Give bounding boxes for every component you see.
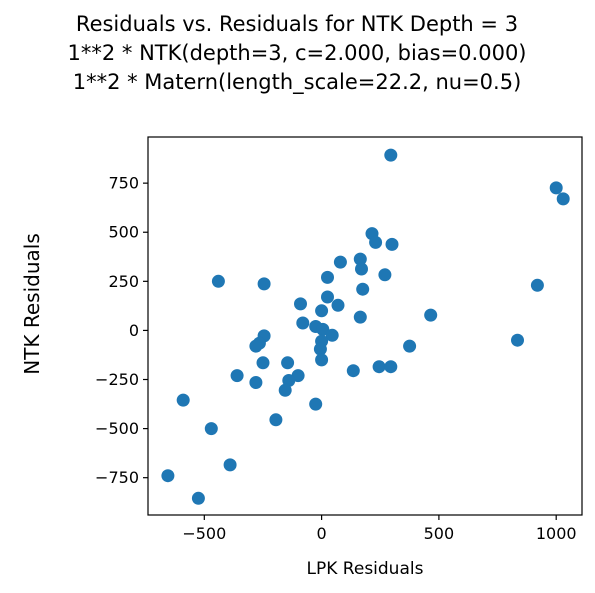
data-point-19 — [424, 309, 437, 322]
data-point-2 — [557, 192, 570, 205]
data-point-5 — [386, 238, 399, 251]
chart-title-line-2: 1**2 * NTK(depth=3, c=2.000, bias=0.000) — [68, 41, 527, 65]
data-point-49 — [192, 492, 205, 505]
data-point-10 — [321, 271, 334, 284]
data-point-11 — [212, 275, 225, 288]
x-tick-label-1: 0 — [317, 524, 327, 543]
data-point-44 — [309, 398, 322, 411]
y-tick-label-0: −750 — [95, 468, 139, 487]
data-point-8 — [355, 263, 368, 276]
chart-title-line-1: Residuals vs. Residuals for NTK Depth = … — [76, 12, 518, 36]
data-point-21 — [296, 317, 309, 330]
data-point-43 — [177, 394, 190, 407]
data-point-30 — [403, 340, 416, 353]
data-point-17 — [332, 299, 345, 312]
y-tick-label-6: 750 — [108, 174, 139, 193]
data-point-15 — [321, 291, 334, 304]
data-point-38 — [231, 369, 244, 382]
data-point-26 — [511, 334, 524, 347]
data-point-45 — [269, 413, 282, 426]
y-tick-label-5: 500 — [108, 223, 139, 242]
data-point-4 — [369, 236, 382, 249]
data-point-29 — [249, 340, 262, 353]
data-point-7 — [334, 256, 347, 269]
y-tick-label-1: −500 — [95, 419, 139, 438]
data-point-36 — [384, 360, 397, 373]
data-point-46 — [205, 422, 218, 435]
y-tick-label-4: 250 — [108, 272, 139, 291]
data-point-16 — [294, 297, 307, 310]
data-point-42 — [279, 384, 292, 397]
data-point-18 — [315, 304, 328, 317]
data-point-9 — [378, 268, 391, 281]
chart-title-line-3: 1**2 * Matern(length_scale=22.2, nu=0.5) — [73, 70, 522, 95]
data-point-13 — [531, 279, 544, 292]
y-tick-label-2: −250 — [95, 370, 139, 389]
data-point-37 — [347, 364, 360, 377]
data-point-47 — [224, 458, 237, 471]
data-point-48 — [161, 469, 174, 482]
data-point-35 — [373, 360, 386, 373]
y-tick-label-3: 0 — [129, 321, 139, 340]
data-point-32 — [315, 353, 328, 366]
data-point-33 — [257, 356, 270, 369]
data-point-0 — [384, 149, 397, 162]
x-tick-label-3: 1000 — [536, 524, 577, 543]
x-axis-label: LPK Residuals — [307, 559, 424, 579]
data-point-20 — [354, 311, 367, 324]
data-point-12 — [258, 277, 271, 290]
x-tick-label-0: −500 — [182, 524, 226, 543]
data-point-14 — [356, 283, 369, 296]
x-tick-label-2: 500 — [424, 524, 455, 543]
chart-title: Residuals vs. Residuals for NTK Depth = … — [68, 12, 527, 95]
data-point-34 — [281, 356, 294, 369]
data-point-1 — [550, 181, 563, 194]
y-axis-label: NTK Residuals — [20, 233, 44, 375]
data-point-41 — [249, 376, 262, 389]
